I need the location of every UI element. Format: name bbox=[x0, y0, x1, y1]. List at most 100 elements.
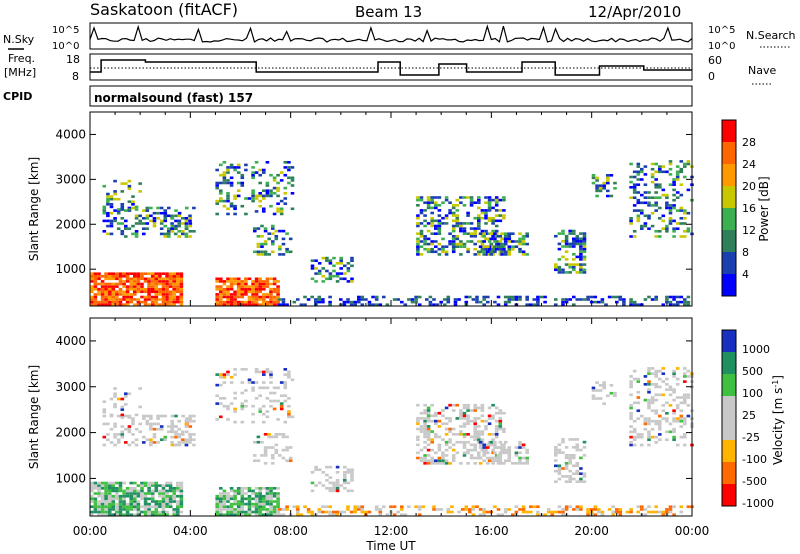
power-cell-926 bbox=[425, 298, 429, 301]
power-cell-818 bbox=[314, 272, 318, 275]
power-cell-939 bbox=[453, 303, 458, 306]
velocity-cell-483 bbox=[233, 494, 237, 498]
power-cell-207 bbox=[154, 275, 159, 278]
power-cell-978 bbox=[532, 298, 537, 301]
velocity-cell-403 bbox=[124, 392, 128, 396]
power-cell-1565 bbox=[654, 201, 658, 205]
power-cell-1657 bbox=[686, 160, 691, 163]
power-cell-1316 bbox=[502, 237, 506, 241]
velocity-cell-1015 bbox=[423, 411, 427, 415]
power-cell-647 bbox=[222, 173, 227, 177]
power-cell-1063 bbox=[416, 204, 420, 207]
power-cell-948 bbox=[475, 300, 479, 304]
power-cell-530 bbox=[240, 295, 245, 299]
velocity-cell-270 bbox=[179, 500, 184, 503]
power-cell-140 bbox=[133, 280, 137, 283]
power-cell-1173 bbox=[455, 242, 460, 246]
power-cell-1224 bbox=[473, 229, 477, 233]
velocity-cell-724 bbox=[271, 454, 275, 457]
power-cbar-frame bbox=[721, 119, 737, 297]
power-cell-392 bbox=[177, 211, 182, 215]
power-cell-395 bbox=[188, 230, 193, 233]
power-cell-800 bbox=[278, 253, 282, 256]
power-cell-1512 bbox=[632, 175, 637, 179]
power-cell-1577 bbox=[658, 196, 662, 199]
velocity-cell-1321 bbox=[557, 469, 562, 473]
power-cell-1408 bbox=[564, 271, 569, 274]
velocity-cell-5 bbox=[90, 494, 94, 498]
power-cell-483 bbox=[222, 295, 227, 299]
power-cell-785 bbox=[263, 240, 268, 243]
velocity-cell-286 bbox=[109, 427, 114, 431]
power-cell-993 bbox=[568, 298, 572, 301]
velocity-cell-853 bbox=[400, 513, 404, 517]
velocity-cell-1180 bbox=[480, 440, 485, 444]
velocity-cell-1169 bbox=[477, 440, 481, 444]
power-cell-1449 bbox=[579, 250, 583, 253]
velocity-cell-1533 bbox=[675, 404, 680, 407]
power-cell-312 bbox=[116, 222, 121, 225]
power-cell-618 bbox=[272, 277, 277, 281]
velocity-cell-872 bbox=[460, 508, 465, 511]
velocity-cell-174 bbox=[143, 481, 148, 485]
power-cell-515 bbox=[233, 282, 237, 286]
vel-cbar-tick-0: 1000 bbox=[742, 343, 770, 356]
velocity-cell-1287 bbox=[507, 451, 512, 455]
power-cell-82 bbox=[115, 295, 119, 299]
power-cell-246 bbox=[168, 298, 173, 301]
power-cell-1553 bbox=[650, 211, 655, 215]
power-cell-1471 bbox=[591, 174, 596, 177]
velocity-cell-228 bbox=[165, 510, 169, 514]
power-cell-494 bbox=[226, 290, 230, 294]
velocity-cell-751 bbox=[317, 481, 322, 485]
velocity-cell-738 bbox=[285, 459, 289, 463]
power-cell-1174 bbox=[455, 237, 460, 241]
power-cell-1096 bbox=[426, 198, 431, 202]
velocity-cell-1265 bbox=[489, 443, 494, 447]
velocity-cell-119 bbox=[125, 494, 130, 498]
velocity-cell-719 bbox=[267, 446, 271, 449]
velocity-cell-1310 bbox=[525, 448, 529, 452]
velocity-cell-1361 bbox=[575, 448, 580, 452]
velocity-cell-1179 bbox=[480, 443, 485, 447]
velocity-cell-980 bbox=[679, 505, 684, 509]
velocity-cell-1379 bbox=[591, 389, 596, 392]
power-cell-1646 bbox=[683, 217, 687, 220]
velocity-cell-968 bbox=[658, 510, 662, 514]
power-cell-513 bbox=[233, 293, 237, 296]
velocity-cell-68 bbox=[107, 484, 112, 487]
velocity-cell-484 bbox=[233, 492, 237, 495]
velocity-cell-538 bbox=[258, 513, 262, 517]
velocity-cell-1069 bbox=[441, 438, 445, 441]
velocity-cell-573 bbox=[269, 497, 273, 501]
power-cell-373 bbox=[163, 214, 168, 218]
power-cell-1226 bbox=[473, 216, 477, 220]
power-cell-1352 bbox=[500, 232, 504, 235]
velocity-cell-158 bbox=[140, 494, 144, 498]
velocity-cell-490 bbox=[236, 502, 241, 506]
power-cell-1219 bbox=[473, 253, 477, 256]
velocity-cell-1546 bbox=[683, 443, 687, 447]
power-cell-1295 bbox=[494, 224, 499, 228]
power-cell-834 bbox=[328, 272, 333, 275]
power-cell-503 bbox=[229, 293, 234, 296]
power-cell-46 bbox=[104, 295, 108, 299]
power-cell-1049 bbox=[686, 300, 691, 304]
velocity-cell-1228 bbox=[498, 456, 503, 460]
velocity-cell-605 bbox=[219, 375, 223, 379]
velocity-cell-1334 bbox=[564, 467, 569, 470]
velocity-cell-259 bbox=[176, 505, 180, 509]
power-cell-517 bbox=[233, 277, 237, 281]
velocity-cell-207 bbox=[158, 510, 162, 514]
power-cell-1649 bbox=[683, 175, 687, 179]
power-cell-342 bbox=[142, 222, 146, 225]
velocity-cell-344 bbox=[156, 414, 160, 418]
velocity-cell-1561 bbox=[686, 404, 691, 407]
power-cell-797 bbox=[274, 237, 279, 241]
velocity-cell-82 bbox=[115, 510, 119, 514]
velocity-cell-1484 bbox=[658, 427, 662, 431]
power-cell-1578 bbox=[658, 186, 662, 189]
velocity-cell-1288 bbox=[507, 448, 512, 452]
power-cell-546 bbox=[247, 303, 252, 306]
velocity-cell-914 bbox=[550, 513, 555, 517]
